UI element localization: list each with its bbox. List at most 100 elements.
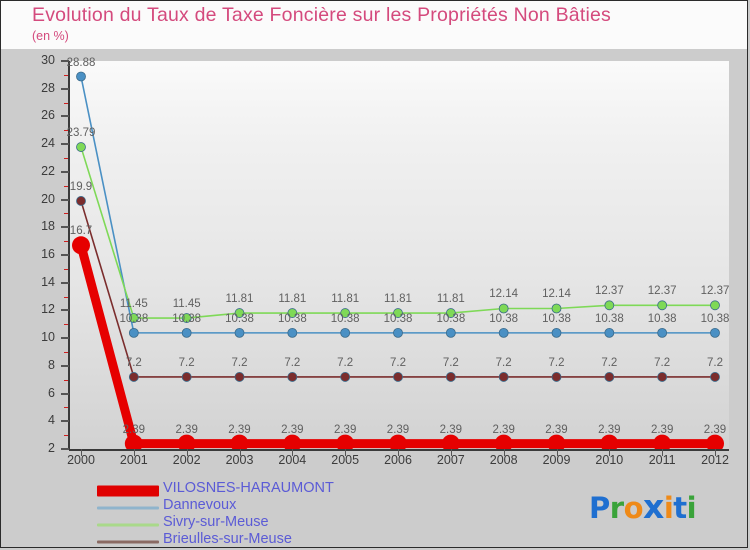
data-point[interactable] — [445, 327, 456, 338]
y-tick-minor — [64, 407, 68, 409]
data-point-label: 7.2 — [178, 356, 195, 369]
data-point[interactable] — [657, 372, 668, 382]
data-point[interactable] — [498, 303, 509, 314]
proxiti-logo[interactable]: Proxiti — [589, 487, 697, 526]
series-svg — [72, 71, 724, 449]
data-point-label: 2.39 — [703, 423, 727, 436]
x-tick — [609, 449, 611, 456]
x-tick — [186, 449, 188, 456]
data-point[interactable] — [234, 308, 245, 318]
data-point-label: 11.81 — [225, 293, 254, 306]
data-point-label: 16.7 — [69, 225, 93, 238]
data-point[interactable] — [441, 434, 460, 449]
data-point-label: 10.38 — [700, 312, 730, 325]
x-tick — [556, 449, 558, 456]
data-point[interactable] — [657, 300, 668, 311]
y-tick — [61, 226, 69, 229]
data-point[interactable] — [710, 300, 720, 311]
data-point[interactable] — [600, 434, 619, 449]
y-axis — [68, 61, 70, 450]
data-point[interactable] — [76, 71, 86, 82]
data-point[interactable] — [393, 308, 403, 318]
data-point[interactable] — [551, 327, 562, 338]
x-tick-label: 2008 — [489, 453, 518, 467]
data-point[interactable] — [128, 327, 139, 338]
data-point[interactable] — [128, 313, 139, 323]
data-point[interactable] — [710, 372, 720, 382]
data-point[interactable] — [393, 327, 403, 338]
data-point[interactable] — [230, 434, 249, 449]
x-tick-label: 2004 — [278, 453, 307, 467]
data-point[interactable] — [72, 236, 90, 255]
data-point[interactable] — [604, 327, 615, 338]
x-tick — [662, 449, 664, 456]
data-point[interactable] — [234, 327, 245, 338]
data-point[interactable] — [234, 372, 245, 382]
legend-item[interactable]: VILOSNES-HARAUMONT — [97, 480, 517, 499]
x-tick — [81, 449, 82, 456]
data-point[interactable] — [389, 434, 407, 449]
legend-item[interactable]: Brieulles-sur-Meuse — [97, 531, 517, 547]
data-point[interactable] — [340, 308, 351, 318]
data-point[interactable] — [283, 434, 302, 449]
data-point-label: 2.39 — [650, 423, 674, 436]
logo-letter: t — [673, 491, 687, 525]
data-point[interactable] — [494, 434, 513, 449]
y-tick-minor — [64, 74, 68, 76]
data-point[interactable] — [128, 372, 139, 382]
data-point-label: 11.81 — [278, 293, 307, 306]
data-point[interactable] — [181, 313, 192, 323]
logo-letter: o — [623, 491, 644, 525]
x-tick — [239, 449, 241, 456]
data-point[interactable] — [498, 372, 509, 382]
data-point[interactable] — [604, 300, 615, 311]
data-point[interactable] — [287, 327, 298, 338]
data-point-label: 28.88 — [66, 56, 96, 69]
data-point[interactable] — [547, 434, 566, 449]
y-tick-label: 18 — [41, 219, 55, 234]
data-point[interactable] — [340, 372, 351, 382]
data-point[interactable] — [604, 372, 615, 382]
chart-unit-label: (en %) — [32, 29, 69, 43]
data-point-label: 2.39 — [333, 423, 357, 436]
data-point[interactable] — [710, 327, 720, 338]
x-tick-label: 2005 — [331, 453, 360, 467]
data-point[interactable] — [287, 372, 298, 382]
data-point-label: 10.38 — [647, 312, 677, 325]
data-point[interactable] — [393, 372, 403, 382]
data-point[interactable] — [445, 372, 456, 382]
data-point-label: 10.38 — [489, 312, 519, 325]
y-tick-label: 14 — [41, 274, 55, 289]
legend-label: Brieulles-sur-Meuse — [163, 531, 292, 547]
data-point[interactable] — [181, 372, 192, 382]
y-tick-minor — [64, 379, 68, 381]
data-point[interactable] — [76, 196, 86, 206]
data-point[interactable] — [657, 327, 668, 338]
data-point-label: 10.38 — [383, 312, 413, 325]
data-point[interactable] — [76, 142, 86, 152]
y-tick — [61, 143, 69, 146]
data-point-label: 11.45 — [172, 298, 201, 311]
data-point-label: 12.37 — [594, 285, 624, 298]
data-point-label: 2.39 — [281, 423, 304, 436]
data-point[interactable] — [551, 303, 562, 314]
data-point[interactable] — [287, 308, 298, 318]
legend-item[interactable]: Dannevoux — [97, 497, 517, 516]
y-tick — [61, 115, 69, 118]
data-point[interactable] — [445, 308, 456, 318]
data-point[interactable] — [551, 372, 562, 382]
data-point[interactable] — [124, 434, 143, 449]
data-point[interactable] — [340, 327, 351, 338]
legend-item[interactable]: Sivry-sur-Meuse — [97, 514, 517, 533]
data-point[interactable] — [653, 434, 672, 449]
data-point-label: 10.38 — [542, 312, 571, 325]
data-point[interactable] — [336, 434, 355, 449]
data-point-label: 11.81 — [436, 293, 465, 306]
data-point[interactable] — [177, 434, 196, 449]
data-point[interactable] — [498, 327, 509, 338]
data-point[interactable] — [181, 327, 192, 338]
y-tick-label: 2 — [48, 441, 55, 455]
data-point[interactable] — [706, 434, 724, 449]
y-tick-label: 30 — [41, 53, 55, 67]
